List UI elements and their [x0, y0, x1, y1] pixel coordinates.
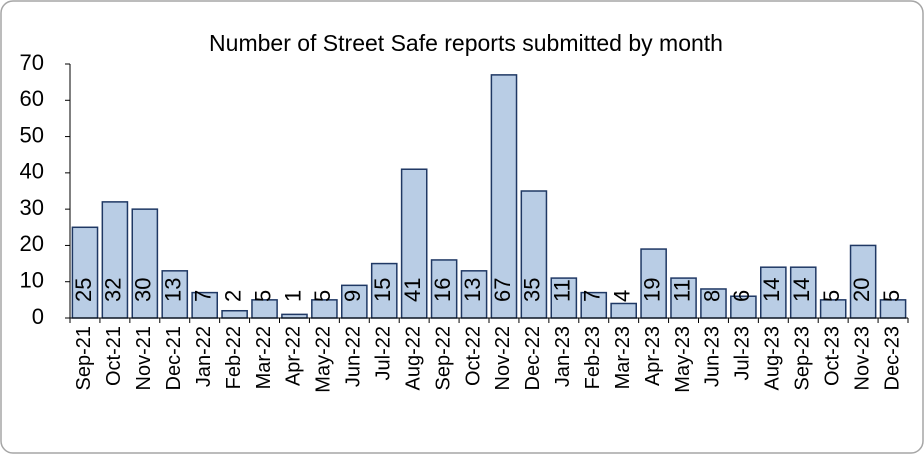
bar	[161, 270, 189, 319]
x-tick-label: Mar-22	[253, 326, 275, 389]
data-label: 5	[310, 290, 335, 302]
x-tick-label: Dec-23	[881, 326, 903, 390]
x-tick-label: Apr-22	[283, 326, 305, 386]
bar	[700, 288, 727, 319]
bar	[640, 248, 667, 319]
data-label: 41	[400, 278, 425, 302]
bar	[580, 291, 608, 319]
data-label: 4	[609, 290, 634, 302]
x-tick-label: Nov-22	[492, 326, 514, 390]
data-label: 2	[220, 290, 245, 302]
bar	[370, 262, 398, 319]
data-label: 14	[759, 278, 784, 302]
y-tick-label: 60	[20, 86, 44, 111]
x-tick-label: Oct-21	[103, 326, 125, 386]
data-label: 5	[819, 290, 844, 302]
x-tick-label: Oct-22	[462, 326, 484, 386]
x-tick-label: Nov-23	[851, 326, 873, 390]
y-tick-label: 40	[20, 159, 44, 184]
x-tick-label: Aug-22	[402, 326, 424, 391]
x-tick-label: Jul-23	[732, 326, 754, 380]
x-tick-label: May-22	[313, 326, 335, 393]
x-tick-label: Apr-23	[642, 326, 664, 386]
data-label: 25	[71, 278, 96, 302]
data-label: 20	[849, 278, 874, 302]
y-tick-label: 30	[20, 195, 44, 220]
x-tick-label: Jun-22	[343, 326, 365, 387]
y-tick-label: 20	[20, 231, 44, 256]
x-tick-label: Mar-23	[612, 326, 634, 389]
x-tick-label: Feb-23	[582, 326, 604, 389]
data-label: 1	[280, 290, 305, 302]
x-tick-label: Jan-23	[552, 326, 574, 387]
bar	[490, 74, 518, 319]
x-tick-label: Aug-23	[762, 326, 784, 391]
bar	[550, 277, 578, 319]
data-label: 16	[430, 278, 455, 302]
x-tick-label: Nov-21	[133, 326, 155, 390]
bar	[71, 226, 99, 319]
y-tick-label: 10	[20, 268, 44, 293]
x-tick-label: May-23	[672, 326, 694, 393]
bar	[760, 266, 787, 319]
x-tick-label: Jul-22	[373, 326, 395, 380]
x-tick-label: Sep-23	[792, 326, 814, 391]
x-tick-label: Feb-22	[223, 326, 245, 389]
bar	[610, 302, 637, 319]
x-tick-label: Oct-23	[821, 326, 843, 386]
data-label: 6	[729, 290, 754, 302]
bar	[849, 244, 877, 319]
bar	[430, 259, 458, 319]
x-tick-label: Sep-22	[432, 326, 454, 391]
y-tick-label: 50	[20, 122, 44, 147]
data-label: 19	[639, 278, 664, 302]
y-tick-label: 0	[32, 304, 44, 329]
data-label: 11	[669, 279, 694, 302]
bar	[101, 201, 129, 319]
data-label: 7	[190, 290, 215, 302]
x-tick-label: Jun-23	[702, 326, 724, 387]
data-label: 5	[879, 290, 904, 302]
data-label: 9	[340, 290, 365, 302]
data-label: 15	[370, 278, 395, 302]
bar	[789, 266, 817, 319]
data-label: 5	[250, 290, 275, 302]
chart-title: Number of Street Safe reports submitted …	[209, 30, 723, 56]
data-label: 7	[580, 290, 605, 302]
bar	[191, 291, 218, 319]
data-label: 11	[550, 279, 575, 302]
data-label: 8	[699, 290, 724, 302]
x-tick-label: Sep-21	[73, 326, 95, 391]
y-tick-label: 70	[20, 50, 44, 75]
x-tick-label: Dec-22	[522, 326, 544, 390]
bar	[670, 277, 697, 319]
bar	[221, 309, 248, 319]
data-label: 13	[460, 278, 485, 302]
data-label: 32	[101, 278, 126, 302]
data-label: 14	[789, 278, 814, 302]
data-label: 30	[131, 278, 156, 302]
data-label: 35	[520, 278, 545, 302]
bar	[281, 313, 308, 319]
x-tick-label: Jan-22	[193, 326, 215, 387]
x-tick-label: Dec-21	[163, 326, 185, 390]
data-label: 13	[161, 278, 186, 302]
data-label: 67	[490, 278, 515, 302]
bar	[520, 190, 548, 319]
